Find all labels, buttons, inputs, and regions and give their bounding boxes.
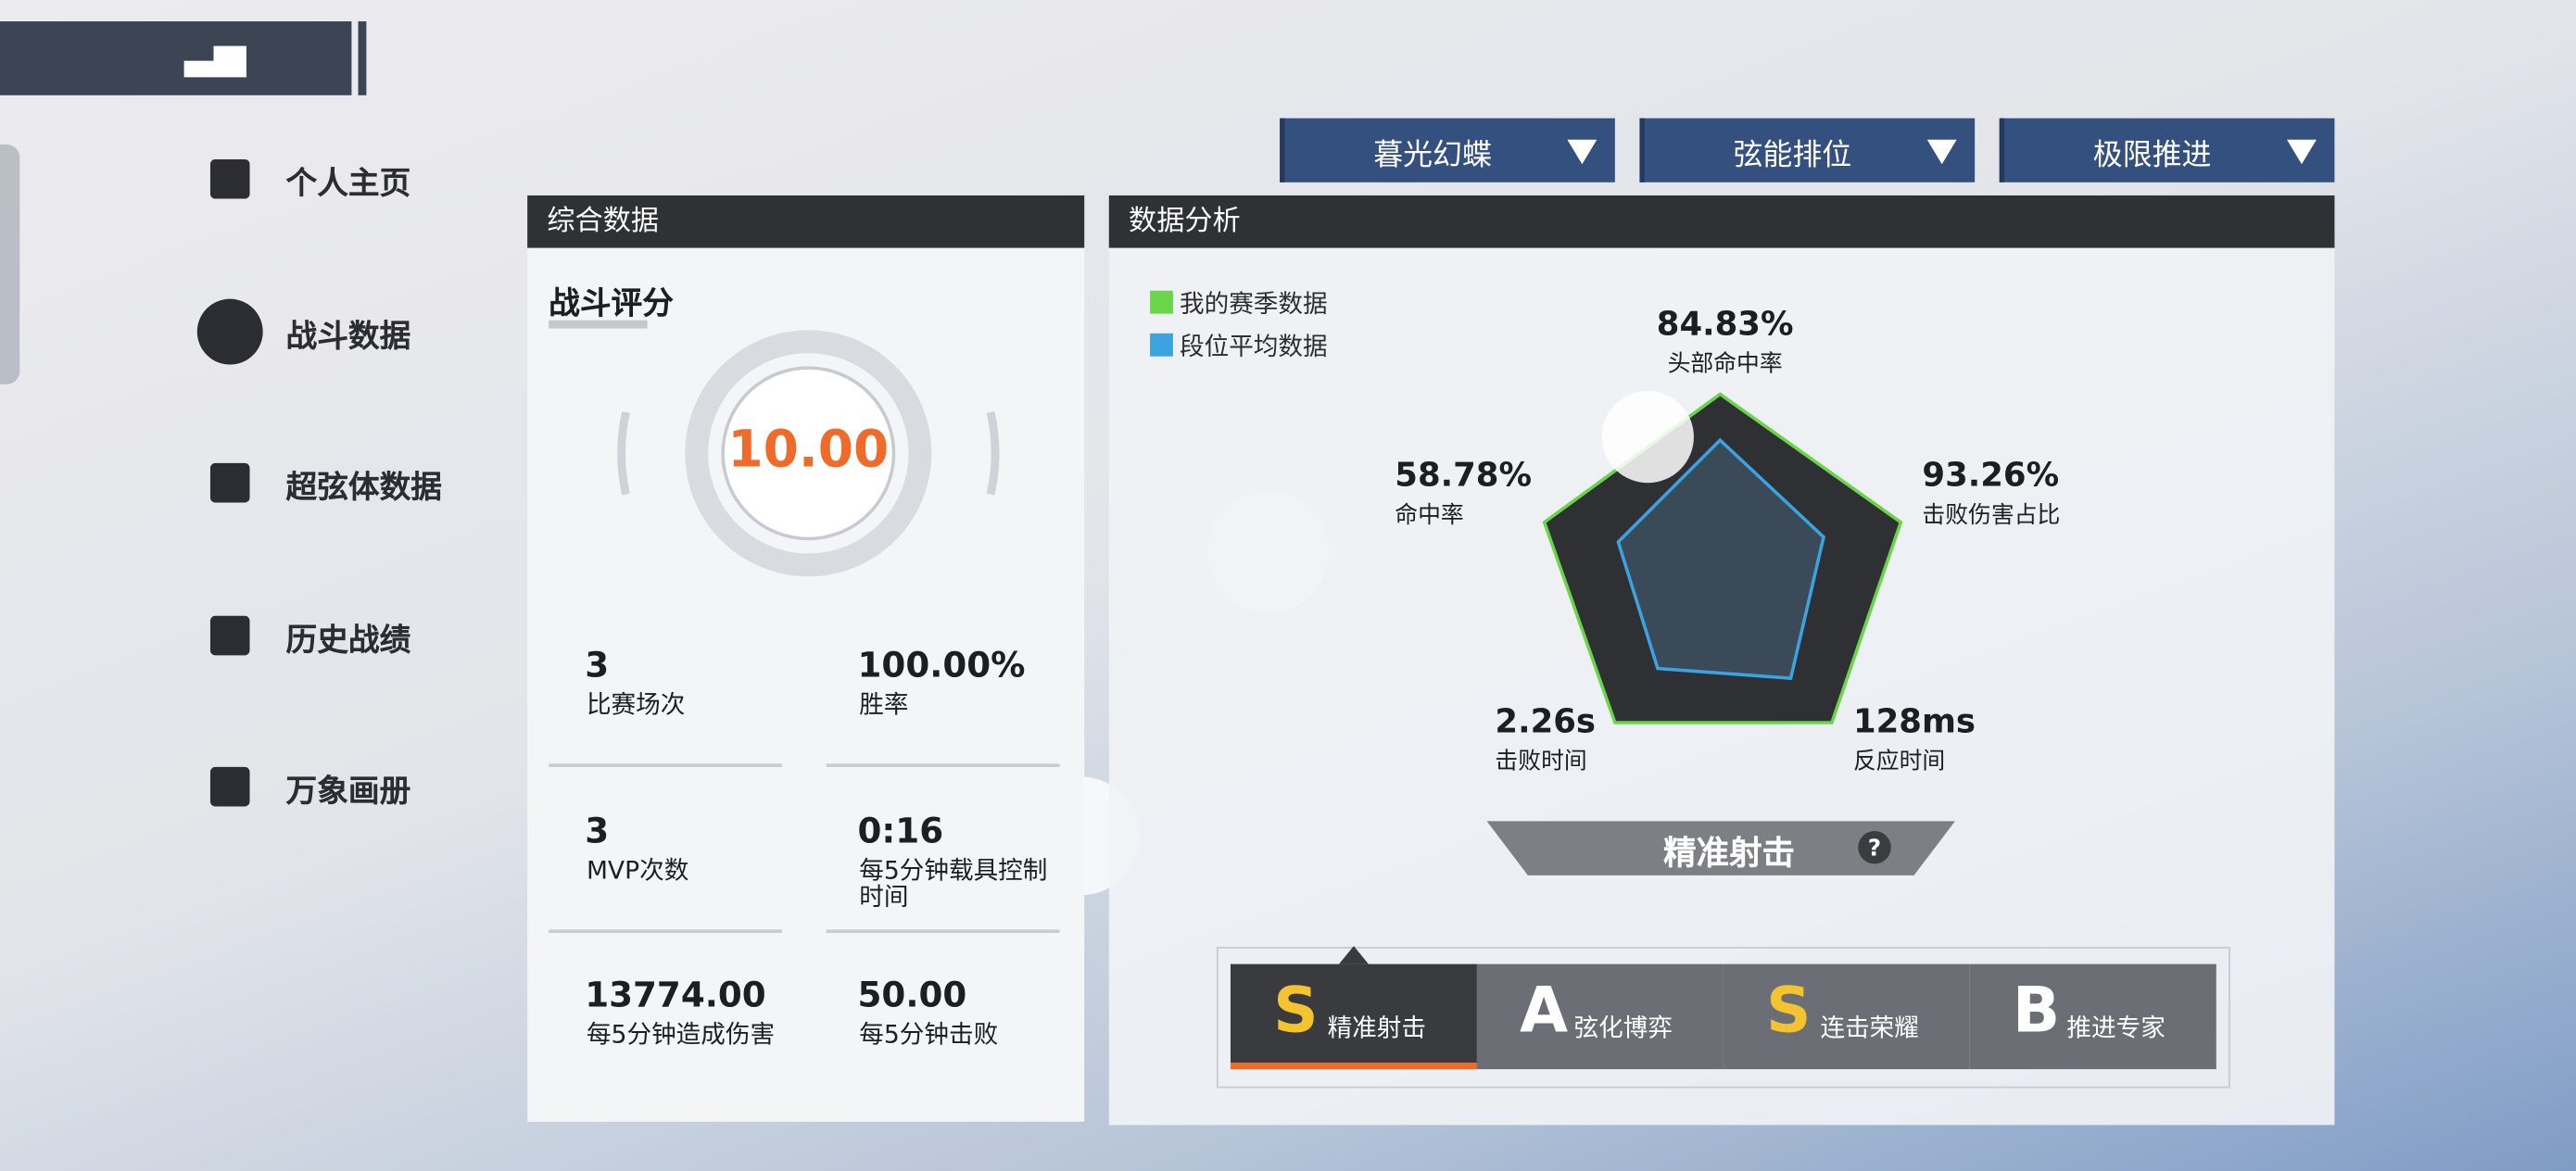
radar-value: 93.26% xyxy=(1922,455,2060,495)
nav-item[interactable]: 战斗数据 xyxy=(285,318,411,355)
radar-value: 58.78% xyxy=(1395,455,1532,495)
nav-item[interactable]: 万象画册 xyxy=(285,773,411,810)
stat-value: 100.00% xyxy=(857,645,1026,686)
badge-grade: S xyxy=(1273,974,1319,1047)
stat-value: 50.00 xyxy=(857,976,967,1015)
svg-text:?: ? xyxy=(1868,835,1881,862)
score-emblem xyxy=(549,320,1000,577)
radar-label: 击败伤害占比 xyxy=(1922,502,2061,529)
radar-label: 击败时间 xyxy=(1495,749,1587,775)
badge-tab[interactable]: A 弦化博弈 xyxy=(1476,963,1724,1070)
stat-label: 每5分钟击败 xyxy=(859,1019,999,1050)
score-label: 战斗评分 xyxy=(549,285,674,322)
filter-text: 极限推进 xyxy=(2092,137,2212,173)
stat-value: 3 xyxy=(585,811,610,851)
badge-tab[interactable]: S 连击荣耀 xyxy=(1723,963,1970,1070)
analysis-title: 数据分析 xyxy=(1108,195,2335,248)
nav-item[interactable]: 个人主页 xyxy=(285,166,411,203)
filter-text: 暮光幻蝶 xyxy=(1373,137,1492,173)
stat-label: 每5分钟载具控制时间 xyxy=(859,855,1048,912)
stat-value: 0:16 xyxy=(857,811,944,851)
stat-label: 每5分钟造成伤害 xyxy=(586,1019,776,1050)
stat-label: MVP次数 xyxy=(586,855,689,886)
nav-item[interactable]: 历史战绩 xyxy=(285,622,411,659)
nav-icon xyxy=(209,615,250,656)
divider xyxy=(549,763,782,767)
overview-title: 综合数据 xyxy=(527,195,1085,248)
legend-label: 段位平均数据 xyxy=(1180,332,1328,362)
dropdown-arrow xyxy=(1926,139,1957,165)
radar-value: 84.83% xyxy=(1656,303,1794,344)
radar-label: 头部命中率 xyxy=(1667,351,1783,378)
back-button[interactable] xyxy=(0,21,352,95)
divider xyxy=(549,929,782,933)
nav-icon xyxy=(196,298,263,365)
badge-grade: A xyxy=(1520,974,1569,1047)
badge-name: 推进专家 xyxy=(2066,1013,2166,1043)
radar-value: 2.26s xyxy=(1495,700,1597,741)
badge-grade: B xyxy=(2012,974,2061,1047)
legend-label: 我的赛季数据 xyxy=(1180,289,1328,319)
stat-label: 胜率 xyxy=(859,689,909,720)
badge-name: 精准射击 xyxy=(1327,1013,1426,1043)
filter[interactable]: 极限推进 xyxy=(1999,118,2335,183)
nav-icon xyxy=(209,766,250,807)
style-title: 精准射击 xyxy=(1663,832,1796,873)
nav-item[interactable]: 超弦体数据 xyxy=(285,470,442,507)
badge-tab[interactable]: B 推进专家 xyxy=(1969,963,2216,1070)
badge-grade: S xyxy=(1765,974,1812,1047)
divider xyxy=(826,929,1060,933)
stat-label: 比赛场次 xyxy=(586,689,686,720)
badge-tab[interactable]: S 精准射击 xyxy=(1230,963,1477,1070)
filter[interactable]: 弦能排位 xyxy=(1639,118,1976,183)
stat-value: 3 xyxy=(585,645,610,686)
radar-label: 命中率 xyxy=(1395,502,1464,529)
radar-value: 128ms xyxy=(1852,700,1976,741)
dropdown-arrow xyxy=(1567,139,1597,165)
radar-label: 反应时间 xyxy=(1852,749,1946,775)
divider xyxy=(826,763,1060,767)
nav-icon xyxy=(209,462,250,503)
nav-icon xyxy=(209,158,250,199)
badge-name: 弦化博弈 xyxy=(1573,1013,1673,1043)
side-tab xyxy=(0,145,20,384)
score: 10.00 xyxy=(727,420,890,480)
filter-text: 弦能排位 xyxy=(1733,137,1852,173)
filter[interactable]: 暮光幻蝶 xyxy=(1280,118,1615,183)
dropdown-arrow xyxy=(2287,139,2317,165)
overview-panel xyxy=(527,247,1085,1122)
stat-value: 13774.00 xyxy=(585,976,766,1015)
badge-name: 连击荣耀 xyxy=(1820,1013,1919,1043)
back-bar xyxy=(358,21,367,95)
